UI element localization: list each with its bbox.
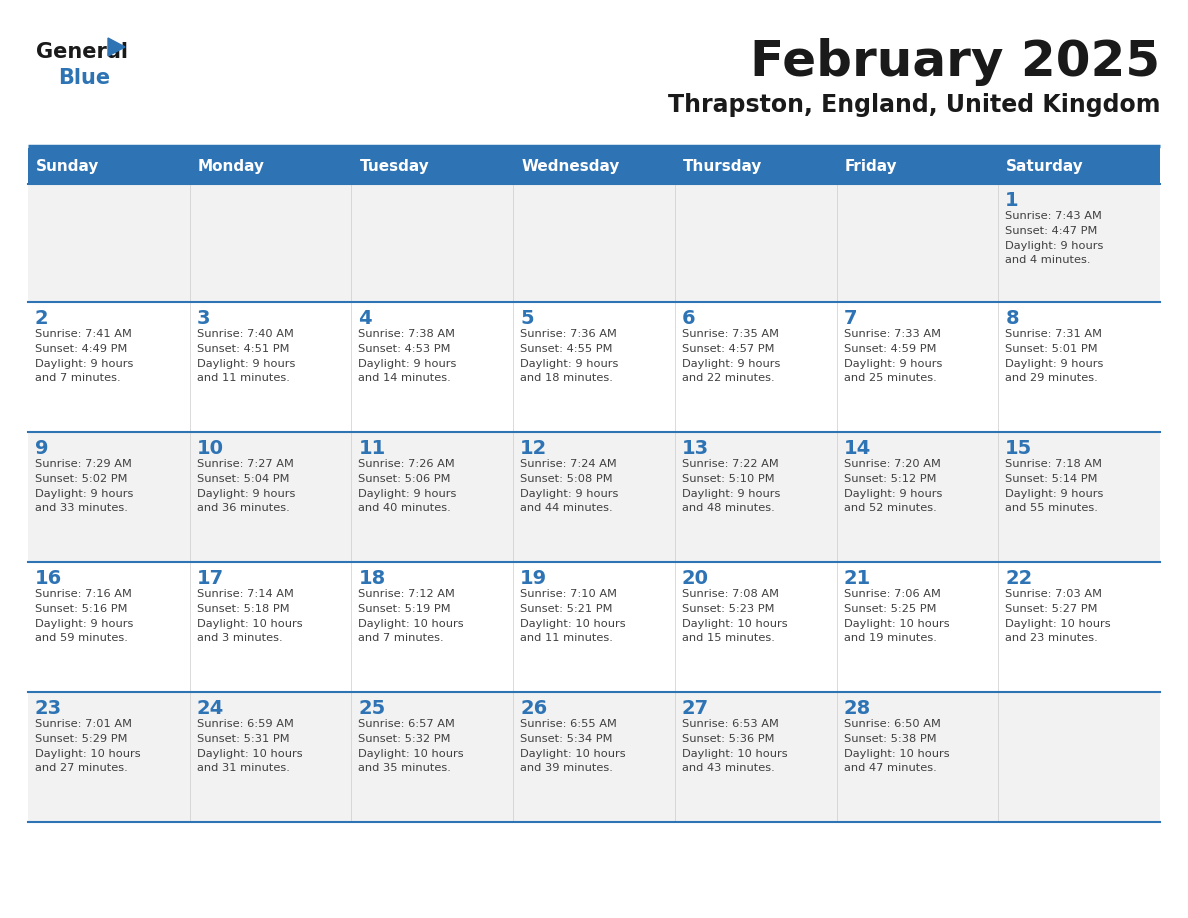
Text: Wednesday: Wednesday [522,159,619,174]
Text: 4: 4 [359,309,372,328]
Bar [29,432,1159,562]
Text: 22: 22 [1005,569,1032,588]
Text: 18: 18 [359,569,386,588]
Text: Sunrise: 7:16 AM
Sunset: 5:16 PM
Daylight: 9 hours
and 59 minutes.: Sunrise: 7:16 AM Sunset: 5:16 PM Dayligh… [34,589,133,644]
Bar [29,562,1159,692]
Text: 11: 11 [359,439,386,458]
Text: Sunrise: 6:55 AM
Sunset: 5:34 PM
Daylight: 10 hours
and 39 minutes.: Sunrise: 6:55 AM Sunset: 5:34 PM Dayligh… [520,719,626,773]
Text: 10: 10 [197,439,223,458]
Text: 25: 25 [359,699,386,718]
Text: Sunrise: 6:57 AM
Sunset: 5:32 PM
Daylight: 10 hours
and 35 minutes.: Sunrise: 6:57 AM Sunset: 5:32 PM Dayligh… [359,719,465,773]
Text: Sunday: Sunday [36,159,100,174]
Text: Sunrise: 7:22 AM
Sunset: 5:10 PM
Daylight: 9 hours
and 48 minutes.: Sunrise: 7:22 AM Sunset: 5:10 PM Dayligh… [682,459,781,513]
Text: Sunrise: 6:59 AM
Sunset: 5:31 PM
Daylight: 10 hours
and 31 minutes.: Sunrise: 6:59 AM Sunset: 5:31 PM Dayligh… [197,719,302,773]
Text: Sunrise: 7:18 AM
Sunset: 5:14 PM
Daylight: 9 hours
and 55 minutes.: Sunrise: 7:18 AM Sunset: 5:14 PM Dayligh… [1005,459,1104,513]
Text: Sunrise: 7:31 AM
Sunset: 5:01 PM
Daylight: 9 hours
and 29 minutes.: Sunrise: 7:31 AM Sunset: 5:01 PM Dayligh… [1005,329,1104,384]
Text: Thursday: Thursday [683,159,763,174]
Text: 21: 21 [843,569,871,588]
Bar [29,148,1159,184]
Text: Sunrise: 7:35 AM
Sunset: 4:57 PM
Daylight: 9 hours
and 22 minutes.: Sunrise: 7:35 AM Sunset: 4:57 PM Dayligh… [682,329,781,384]
Text: Friday: Friday [845,159,897,174]
Text: Sunrise: 7:26 AM
Sunset: 5:06 PM
Daylight: 9 hours
and 40 minutes.: Sunrise: 7:26 AM Sunset: 5:06 PM Dayligh… [359,459,457,513]
Bar [29,692,1159,822]
Text: February 2025: February 2025 [750,38,1159,86]
Text: Blue: Blue [58,68,110,88]
Text: 9: 9 [34,439,49,458]
Bar [29,302,1159,432]
Text: 28: 28 [843,699,871,718]
Text: Sunrise: 7:12 AM
Sunset: 5:19 PM
Daylight: 10 hours
and 7 minutes.: Sunrise: 7:12 AM Sunset: 5:19 PM Dayligh… [359,589,465,644]
Text: 15: 15 [1005,439,1032,458]
Text: 27: 27 [682,699,709,718]
Text: 8: 8 [1005,309,1019,328]
Text: Sunrise: 7:38 AM
Sunset: 4:53 PM
Daylight: 9 hours
and 14 minutes.: Sunrise: 7:38 AM Sunset: 4:53 PM Dayligh… [359,329,457,384]
Text: Monday: Monday [197,159,265,174]
Text: 19: 19 [520,569,548,588]
Text: Sunrise: 7:08 AM
Sunset: 5:23 PM
Daylight: 10 hours
and 15 minutes.: Sunrise: 7:08 AM Sunset: 5:23 PM Dayligh… [682,589,788,644]
Text: Sunrise: 6:53 AM
Sunset: 5:36 PM
Daylight: 10 hours
and 43 minutes.: Sunrise: 6:53 AM Sunset: 5:36 PM Dayligh… [682,719,788,773]
Text: 5: 5 [520,309,533,328]
Text: 6: 6 [682,309,695,328]
Text: Sunrise: 7:01 AM
Sunset: 5:29 PM
Daylight: 10 hours
and 27 minutes.: Sunrise: 7:01 AM Sunset: 5:29 PM Dayligh… [34,719,140,773]
Text: 20: 20 [682,569,709,588]
Text: Tuesday: Tuesday [360,159,429,174]
Text: Sunrise: 7:24 AM
Sunset: 5:08 PM
Daylight: 9 hours
and 44 minutes.: Sunrise: 7:24 AM Sunset: 5:08 PM Dayligh… [520,459,619,513]
Text: Sunrise: 7:06 AM
Sunset: 5:25 PM
Daylight: 10 hours
and 19 minutes.: Sunrise: 7:06 AM Sunset: 5:25 PM Dayligh… [843,589,949,644]
Text: 12: 12 [520,439,548,458]
Text: 2: 2 [34,309,49,328]
Text: Sunrise: 7:10 AM
Sunset: 5:21 PM
Daylight: 10 hours
and 11 minutes.: Sunrise: 7:10 AM Sunset: 5:21 PM Dayligh… [520,589,626,644]
Text: 3: 3 [197,309,210,328]
Text: Sunrise: 6:50 AM
Sunset: 5:38 PM
Daylight: 10 hours
and 47 minutes.: Sunrise: 6:50 AM Sunset: 5:38 PM Dayligh… [843,719,949,773]
Text: 23: 23 [34,699,62,718]
Bar [29,184,1159,302]
Text: 16: 16 [34,569,62,588]
Text: Sunrise: 7:33 AM
Sunset: 4:59 PM
Daylight: 9 hours
and 25 minutes.: Sunrise: 7:33 AM Sunset: 4:59 PM Dayligh… [843,329,942,384]
Text: Sunrise: 7:03 AM
Sunset: 5:27 PM
Daylight: 10 hours
and 23 minutes.: Sunrise: 7:03 AM Sunset: 5:27 PM Dayligh… [1005,589,1111,644]
Text: Sunrise: 7:29 AM
Sunset: 5:02 PM
Daylight: 9 hours
and 33 minutes.: Sunrise: 7:29 AM Sunset: 5:02 PM Dayligh… [34,459,133,513]
Text: Sunrise: 7:20 AM
Sunset: 5:12 PM
Daylight: 9 hours
and 52 minutes.: Sunrise: 7:20 AM Sunset: 5:12 PM Dayligh… [843,459,942,513]
Text: Sunrise: 7:43 AM
Sunset: 4:47 PM
Daylight: 9 hours
and 4 minutes.: Sunrise: 7:43 AM Sunset: 4:47 PM Dayligh… [1005,211,1104,265]
Text: Sunrise: 7:40 AM
Sunset: 4:51 PM
Daylight: 9 hours
and 11 minutes.: Sunrise: 7:40 AM Sunset: 4:51 PM Dayligh… [197,329,295,384]
Text: Sunrise: 7:14 AM
Sunset: 5:18 PM
Daylight: 10 hours
and 3 minutes.: Sunrise: 7:14 AM Sunset: 5:18 PM Dayligh… [197,589,302,644]
Text: Sunrise: 7:27 AM
Sunset: 5:04 PM
Daylight: 9 hours
and 36 minutes.: Sunrise: 7:27 AM Sunset: 5:04 PM Dayligh… [197,459,295,513]
Polygon shape [108,38,125,56]
Text: Thrapston, England, United Kingdom: Thrapston, England, United Kingdom [668,93,1159,117]
Text: 24: 24 [197,699,225,718]
Text: 17: 17 [197,569,223,588]
Text: 1: 1 [1005,191,1019,210]
Text: 26: 26 [520,699,548,718]
Text: Sunrise: 7:41 AM
Sunset: 4:49 PM
Daylight: 9 hours
and 7 minutes.: Sunrise: 7:41 AM Sunset: 4:49 PM Dayligh… [34,329,133,384]
Text: 13: 13 [682,439,709,458]
Text: Sunrise: 7:36 AM
Sunset: 4:55 PM
Daylight: 9 hours
and 18 minutes.: Sunrise: 7:36 AM Sunset: 4:55 PM Dayligh… [520,329,619,384]
Text: Saturday: Saturday [1006,159,1083,174]
Text: 7: 7 [843,309,857,328]
Text: 14: 14 [843,439,871,458]
Text: General: General [36,42,128,62]
